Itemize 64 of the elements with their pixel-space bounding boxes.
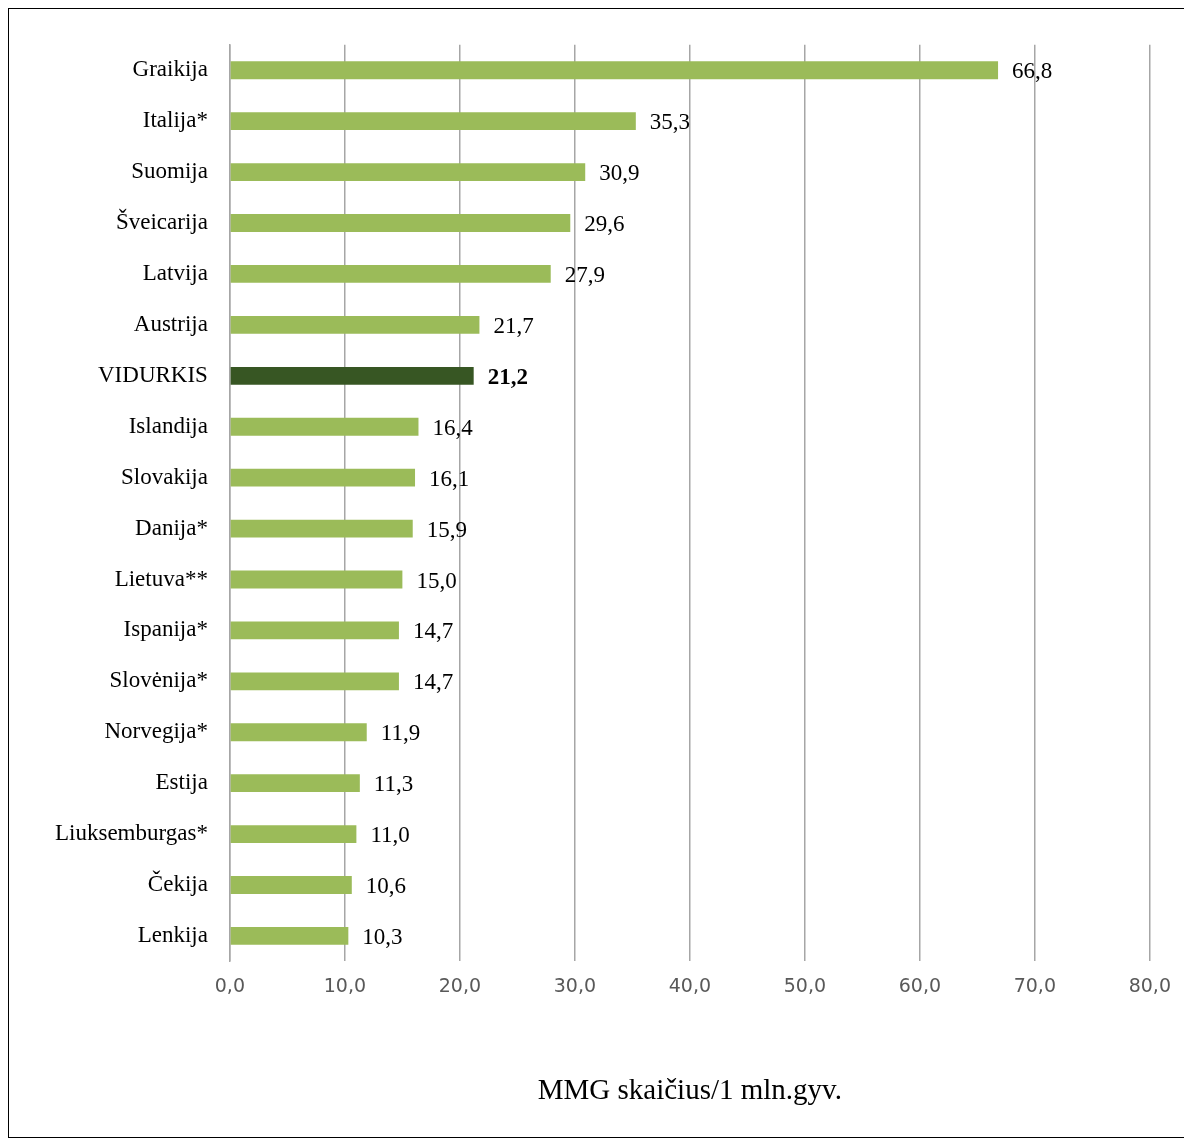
x-tick-label: 10,0 [323, 973, 367, 996]
y-tick-label: Latvija [142, 260, 208, 285]
y-tick-label: Slovakija [121, 463, 208, 489]
bar [230, 825, 357, 844]
y-tick-label: Lietuva** [114, 565, 208, 591]
data-label: 27,9 [564, 262, 605, 287]
data-label: 35,3 [649, 109, 691, 135]
x-tick-label: 30,0 [553, 973, 597, 996]
y-tick-label: Danija* [135, 514, 208, 540]
bar [230, 570, 403, 589]
data-label: 16,4 [432, 414, 474, 440]
data-label: 21,7 [493, 312, 534, 338]
bar [230, 468, 416, 487]
bar [230, 876, 352, 894]
x-tick-label: 70,0 [1013, 973, 1057, 996]
x-tick-label: 80,0 [1128, 973, 1171, 996]
y-tick-label: Norvegija* [104, 718, 208, 744]
bar [230, 723, 367, 742]
y-tick-label: Liuksemburgas* [54, 820, 208, 846]
data-label: 16,1 [429, 465, 470, 491]
bar [230, 163, 586, 182]
data-label: 14,7 [412, 618, 454, 644]
data-label: 66,8 [1012, 58, 1053, 84]
y-tick-label: VIDURKIS [98, 361, 208, 387]
data-label: 29,6 [584, 211, 625, 237]
y-tick-label: Slovėnija* [109, 667, 208, 693]
bar [230, 112, 636, 131]
bar [230, 265, 551, 283]
bar [230, 315, 480, 334]
bar [230, 61, 999, 80]
bar [230, 417, 419, 436]
data-label: 30,9 [599, 160, 640, 186]
x-axis-title: MMG skaičius/1 mln.gyv. [537, 1073, 842, 1106]
bar [230, 774, 360, 793]
y-tick-label: Austrija [133, 310, 208, 336]
x-tick-label: 20,0 [438, 973, 482, 996]
bar [230, 927, 349, 945]
y-tick-label: Čekija [147, 870, 208, 897]
data-label: 11,9 [380, 720, 421, 746]
data-label: 11,0 [370, 822, 410, 848]
data-label: 11,3 [373, 771, 414, 797]
bar [230, 214, 571, 232]
data-label: 15,9 [426, 516, 467, 542]
data-label: 15,0 [416, 567, 457, 593]
y-tick-label: Ispanija* [123, 616, 208, 642]
y-tick-label: Graikija [132, 56, 208, 82]
y-tick-label: Islandija [128, 412, 208, 438]
x-tick-label: 0,0 [214, 973, 245, 996]
data-label: 10,3 [362, 923, 403, 949]
y-tick-label: Italija* [142, 107, 208, 133]
bar [230, 672, 399, 691]
y-tick-label: Suomija [131, 158, 208, 184]
y-tick-label: Estija [155, 769, 208, 795]
data-label: 14,7 [412, 669, 454, 695]
x-tick-label: 50,0 [783, 973, 827, 996]
bar [230, 621, 399, 640]
y-tick-label: Šveicarija [115, 208, 208, 235]
bar [230, 366, 474, 385]
y-tick-label: Lenkija [137, 921, 208, 947]
data-label: 10,6 [365, 873, 407, 899]
x-tick-label: 60,0 [898, 973, 942, 996]
x-tick-label: 40,0 [668, 973, 712, 996]
data-label: 21,2 [487, 363, 528, 389]
bar [230, 519, 413, 538]
